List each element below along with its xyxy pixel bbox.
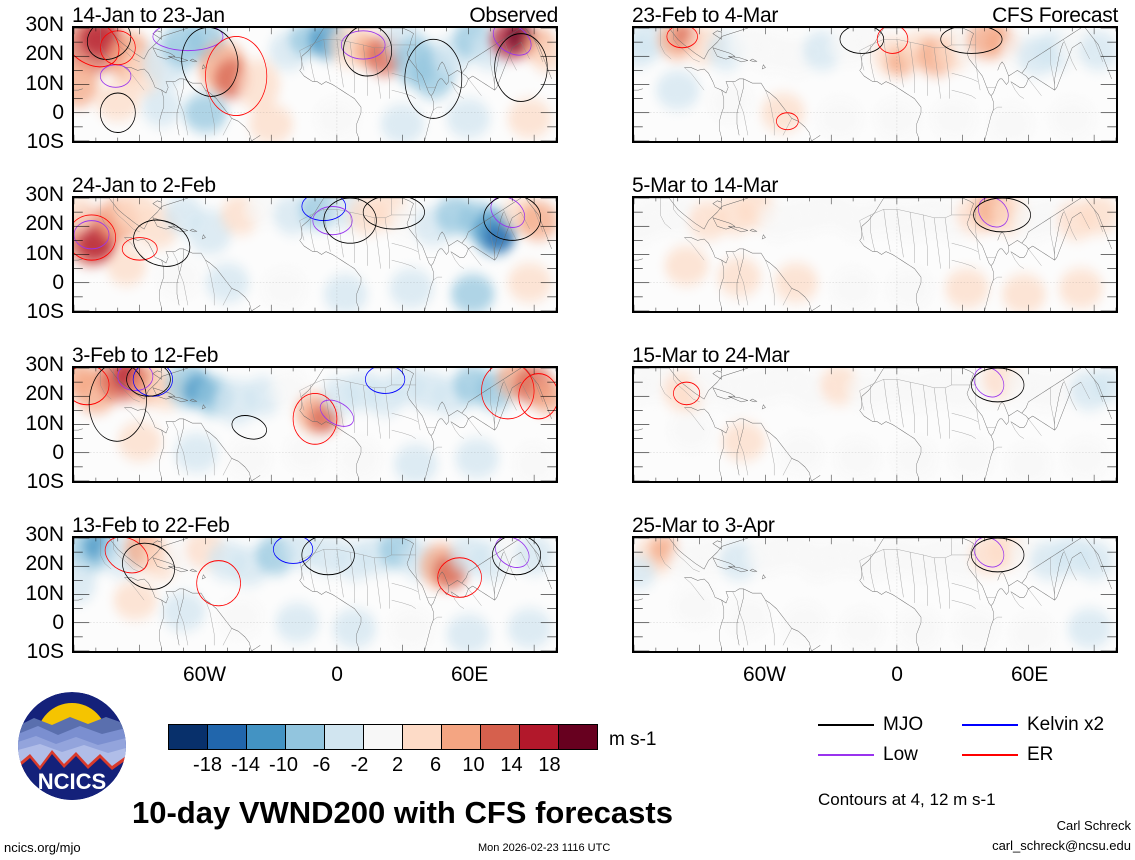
website-link[interactable]: ncics.org/mjo — [4, 840, 81, 855]
x-tick-label: 60E — [1010, 663, 1049, 686]
legend-line-swatch — [818, 754, 874, 756]
panel-title: 23-Feb to 4-Mar — [632, 4, 779, 27]
ncics-logo: NCICS — [18, 692, 126, 800]
generated-timestamp: Mon 2026-02-23 1116 UTC — [478, 842, 611, 854]
author-name: Carl Schreck — [1056, 818, 1131, 833]
colorbar-swatch — [559, 725, 597, 749]
colorbar-tick-label: 6 — [429, 754, 442, 776]
panel-title: 3-Feb to 12-Feb — [72, 344, 219, 367]
y-tick-label: 10S — [26, 640, 64, 663]
map-panel — [72, 26, 558, 143]
colorbar-units-label: m s-1 — [609, 729, 657, 750]
y-tick-label: 20N — [25, 212, 64, 236]
y-tick-label: 10S — [26, 470, 64, 493]
y-tick-label: 30N — [25, 13, 64, 36]
legend-label: Low — [883, 744, 918, 765]
y-tick-label: 20N — [25, 42, 64, 66]
colorbar-swatch — [403, 725, 442, 749]
colorbar-swatch — [247, 725, 286, 749]
contours-note: Contours at 4, 12 m s-1 — [818, 790, 996, 809]
colorbar-swatch — [169, 725, 208, 749]
colorbar-swatch — [442, 725, 481, 749]
figure-title: 10-day VWND200 with CFS forecasts — [132, 795, 673, 830]
colorbar-swatch — [208, 725, 247, 749]
colorbar-tick-label: 18 — [538, 754, 561, 776]
panel-title: 14-Jan to 23-Jan — [72, 4, 225, 27]
y-tick-label: 0 — [52, 610, 64, 634]
legend-item-er: ER — [962, 744, 1053, 766]
y-tick-label: 10S — [26, 130, 64, 153]
map-panel — [72, 536, 558, 653]
y-tick-label: 0 — [52, 270, 64, 294]
y-tick-label: 30N — [25, 353, 64, 376]
y-tick-label: 10N — [25, 581, 64, 605]
x-tick-label: 60E — [450, 663, 489, 686]
colorbar-swatch — [364, 725, 403, 749]
panel-title: 24-Jan to 2-Feb — [72, 174, 216, 197]
x-tick-label: 60W — [182, 663, 227, 686]
map-panel — [632, 536, 1118, 653]
legend-line-swatch — [962, 754, 1018, 756]
column-header-forecast: CFS Forecast — [992, 4, 1118, 27]
x-tick-label: 0 — [891, 663, 903, 686]
y-tick-label: 20N — [25, 382, 64, 406]
colorbar-tick-label: -6 — [312, 754, 331, 776]
y-tick-label: 10N — [25, 71, 64, 95]
logo-text: NCICS — [38, 769, 106, 794]
panel-title: 25-Mar to 3-Apr — [632, 514, 775, 537]
x-tick-label: 0 — [331, 663, 343, 686]
colorbar-swatch — [286, 725, 325, 749]
colorbar-tick-label: 2 — [391, 754, 404, 776]
legend-item-mjo: MJO — [818, 714, 923, 736]
y-tick-label: 20N — [25, 552, 64, 576]
colorbar-swatch — [481, 725, 520, 749]
colorbar-tick-label: -10 — [269, 754, 298, 776]
panel-title: 13-Feb to 22-Feb — [72, 514, 230, 537]
author-email[interactable]: carl_schreck@ncsu.edu — [992, 838, 1131, 853]
y-tick-label: 10N — [25, 241, 64, 265]
colorbar-swatch — [520, 725, 559, 749]
colorbar-tick-label: 10 — [462, 754, 485, 776]
panel-title: 5-Mar to 14-Mar — [632, 174, 779, 197]
legend-label: MJO — [883, 714, 924, 735]
map-panel — [632, 26, 1118, 143]
legend-line-swatch — [962, 724, 1018, 726]
colorbar-tick-label: -14 — [231, 754, 260, 776]
y-tick-label: 30N — [25, 523, 64, 546]
legend-label: Kelvin x2 — [1027, 714, 1105, 735]
y-tick-label: 0 — [52, 440, 64, 464]
map-panel — [72, 366, 558, 483]
column-header-observed: Observed — [469, 4, 558, 27]
map-panel — [632, 196, 1118, 313]
y-tick-label: 0 — [52, 100, 64, 124]
map-panel — [632, 366, 1118, 483]
legend-item-kelvin-x2: Kelvin x2 — [962, 714, 1104, 736]
legend-label: ER — [1027, 744, 1054, 765]
colorbar-swatch — [325, 725, 364, 749]
y-tick-label: 10N — [25, 411, 64, 435]
colorbar — [168, 724, 598, 750]
y-tick-label: 30N — [25, 183, 64, 206]
legend-line-swatch — [818, 724, 874, 726]
legend-item-low: Low — [818, 744, 918, 766]
colorbar-tick-label: -2 — [350, 754, 369, 776]
x-tick-label: 60W — [742, 663, 787, 686]
colorbar-tick-label: -18 — [193, 754, 222, 776]
colorbar-tick-label: 14 — [500, 754, 523, 776]
y-tick-label: 10S — [26, 300, 64, 323]
panel-title: 15-Mar to 24-Mar — [632, 344, 790, 367]
map-panel — [72, 196, 558, 313]
